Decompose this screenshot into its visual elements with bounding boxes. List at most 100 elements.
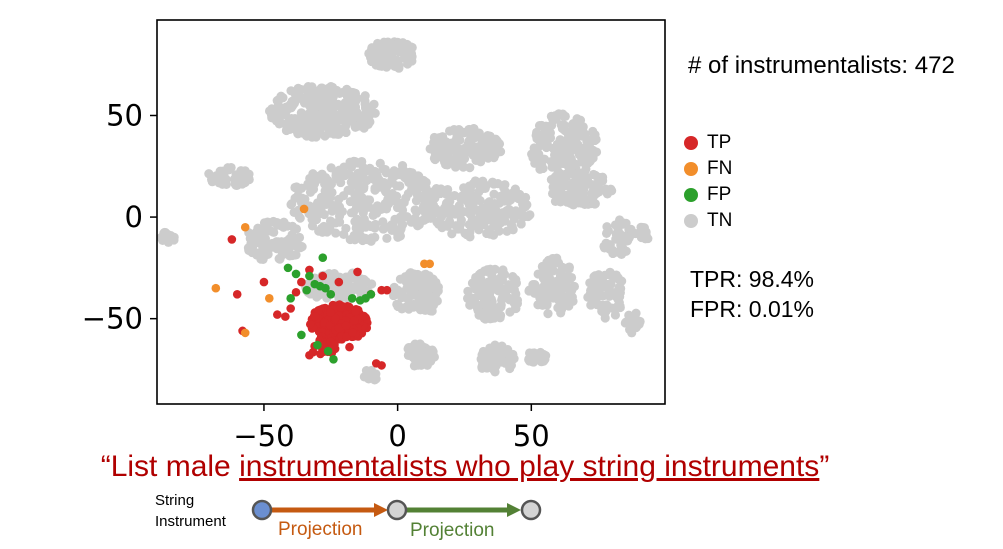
point-tn [562,136,573,147]
query-text: “List male instrumentalists who play str… [0,450,930,484]
point-tn [428,294,438,305]
metrics-panel: TPR: 98.4% FPR: 0.01% [690,264,814,324]
point-tn [591,188,602,199]
point-tn [537,161,547,171]
point-tn [549,173,560,183]
point-tn [444,147,454,157]
legend-marker-fn [684,162,698,176]
point-tn [370,108,380,118]
point-tn [399,53,409,63]
point-tn [358,208,368,218]
point-tn [285,124,295,134]
point-tn [367,279,377,289]
point-tn [217,179,228,189]
point-fn [264,294,274,303]
point-tn [558,281,569,292]
start-node [251,499,273,521]
point-tn [511,191,522,201]
x-tick-label: 50 [513,419,550,453]
point-tn [296,108,306,118]
point-tn [335,102,345,112]
point-tn [567,285,577,295]
point-tn [378,217,388,227]
point-tn [278,250,288,260]
point-tn [471,155,481,166]
point-tn [631,308,641,318]
point-tn [354,197,364,207]
point-tn [483,291,493,301]
point-tn [555,179,565,189]
point-tn [344,169,354,179]
point-tn [371,48,381,58]
projection-label-1: Projection [278,519,363,540]
point-tn [588,145,598,155]
point-tn [599,241,609,251]
point-tn [481,266,492,277]
point-tn [464,200,474,210]
legend-item-fn: FN [684,156,732,182]
tpr-value: TPR: 98.4% [690,266,814,292]
point-tn [489,179,499,189]
point-tn [305,173,315,184]
point-tn [392,202,403,213]
point-tn [322,108,332,118]
point-fn [240,328,250,338]
point-tn [590,130,600,140]
point-tn [411,196,422,206]
point-tn [504,280,514,290]
point-tn [560,274,570,284]
point-tp [345,342,354,352]
legend-item-fp: FP [684,182,732,208]
point-tn [444,216,455,227]
point-tn [269,227,279,237]
point-tn [334,129,344,139]
point-tn [414,280,424,290]
point-tn [281,236,291,247]
query-prefix: List male [110,450,240,483]
point-tn [570,159,580,170]
point-tp [273,310,282,319]
y-tick-label: −50 [82,302,143,336]
point-tn [349,230,359,241]
point-tn [563,129,573,139]
point-tn [287,199,297,209]
point-tn [415,339,425,349]
point-tp [319,340,328,350]
point-tn [602,222,612,232]
legend-label-tn: TN [707,210,733,231]
point-tp [336,303,346,312]
point-tn [410,178,421,188]
point-tn [538,349,549,360]
point-tn [416,360,426,370]
point-tn [607,186,617,196]
point-tn [484,225,494,235]
point-tn [260,234,271,244]
point-tn [410,205,420,215]
point-tn [340,289,350,299]
point-tn [624,310,634,320]
point-tn [436,151,446,161]
point-tn [294,120,304,130]
point-tn [627,328,637,338]
point-fp [313,340,322,350]
point-tp [326,307,335,317]
point-tp [318,271,328,281]
point-tn [456,215,466,225]
point-tn [288,100,298,111]
point-tn [487,142,497,152]
point-tn [582,136,592,146]
point-tn [362,234,373,245]
point-fp [318,253,328,263]
point-tn [295,213,305,223]
point-tn [314,226,324,236]
series-fn [211,204,435,338]
point-tn [341,111,351,121]
point-tn [406,288,416,298]
point-tn [356,170,366,180]
point-tn [369,174,379,185]
point-tn [624,233,634,243]
point-tn [336,207,346,217]
point-fp [326,289,336,299]
point-tn [470,178,481,188]
point-tn [615,288,625,298]
